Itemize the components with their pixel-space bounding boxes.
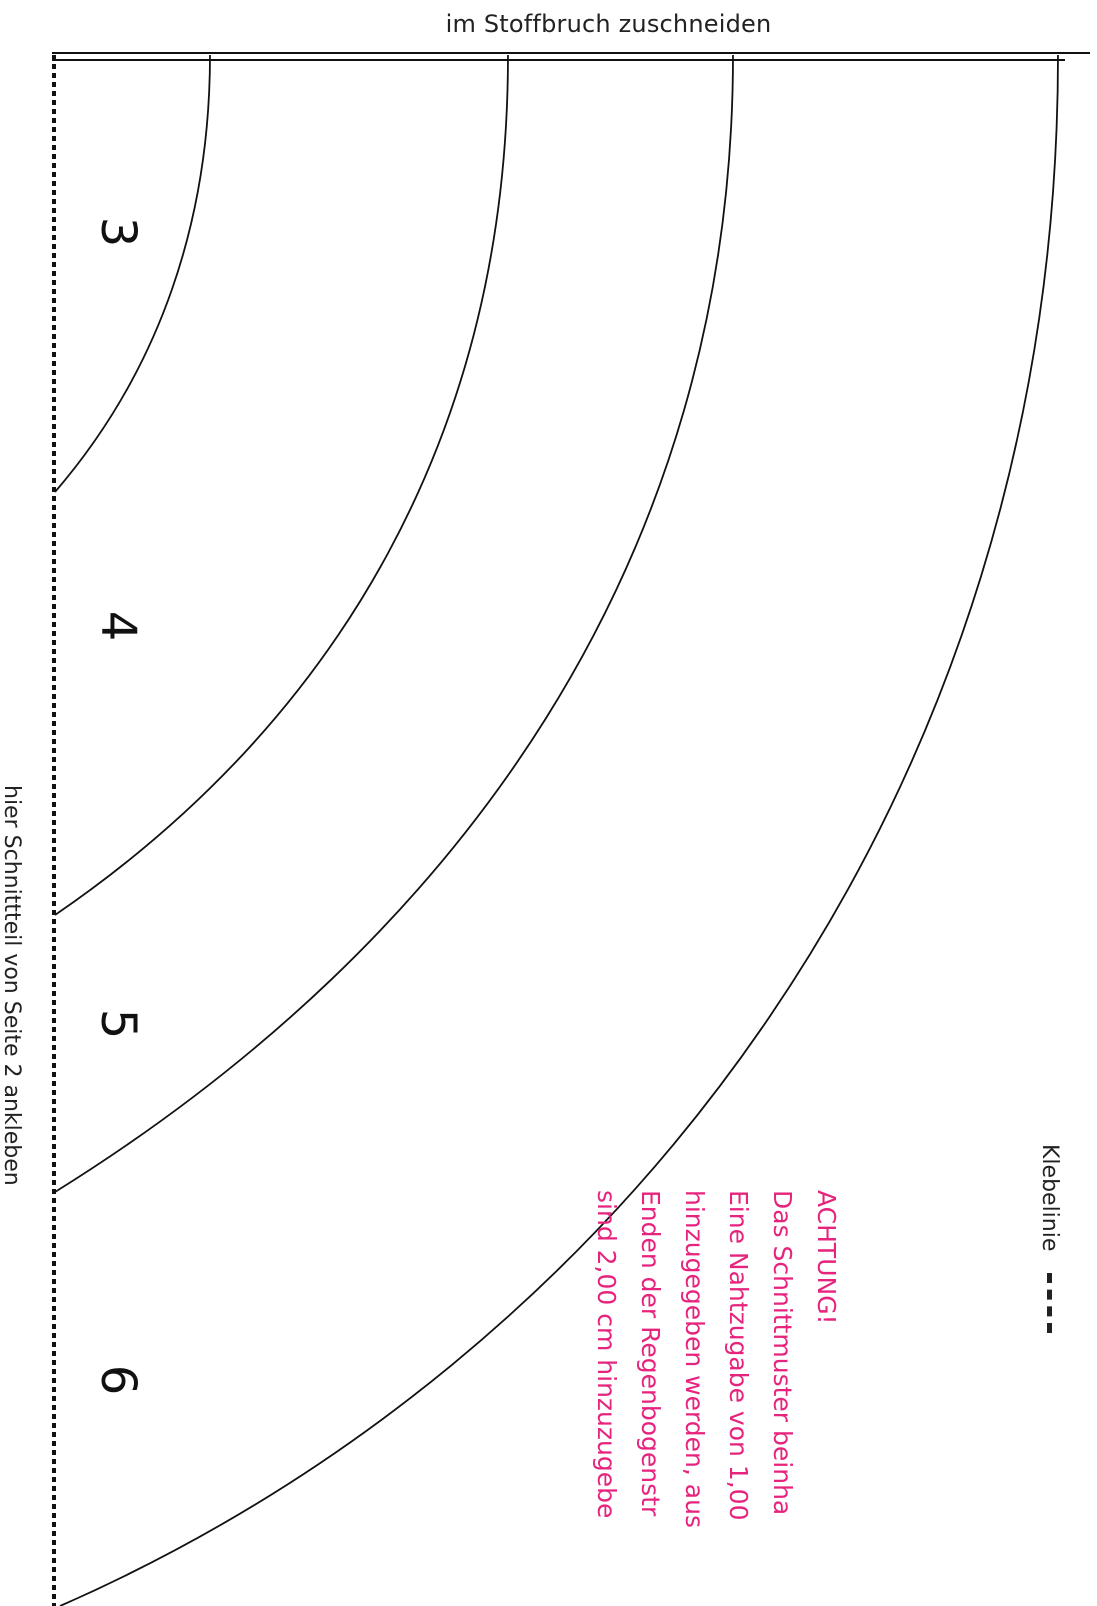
warning-line: sind 2,00 cm hinzuzugebe xyxy=(592,1190,621,1519)
glue-legend-label: Klebelinie xyxy=(1037,1144,1062,1252)
size-number-4: 4 xyxy=(90,611,146,642)
arc-size-6 xyxy=(59,54,1059,1606)
warning-title: ACHTUNG! xyxy=(812,1190,841,1325)
size-number-3: 3 xyxy=(90,217,146,248)
warning-line: Eine Nahtzugabe von 1,00 xyxy=(724,1190,753,1521)
glue-instruction-label: hier Schnittteil von Seite 2 ankleben xyxy=(0,785,24,1186)
warning-line: Enden der Regenbogenstr xyxy=(636,1190,665,1517)
warning-line: Das Schnittmuster beinha xyxy=(768,1190,797,1516)
glue-legend-dash xyxy=(1047,1273,1052,1334)
glue-line-legend: Klebelinie xyxy=(1037,1144,1062,1334)
size-number-6: 6 xyxy=(90,1365,146,1396)
warning-line: hinzugegeben werden, aus xyxy=(680,1190,709,1528)
size-number-5: 5 xyxy=(90,1009,146,1040)
arc-size-4 xyxy=(54,54,509,916)
fold-label: im Stoffbruch zuschneiden xyxy=(445,10,772,38)
warning-note: ACHTUNG! Das Schnittmuster beinha Eine N… xyxy=(584,1190,848,1528)
arc-size-3 xyxy=(54,54,211,493)
arc-size-5 xyxy=(54,54,734,1193)
